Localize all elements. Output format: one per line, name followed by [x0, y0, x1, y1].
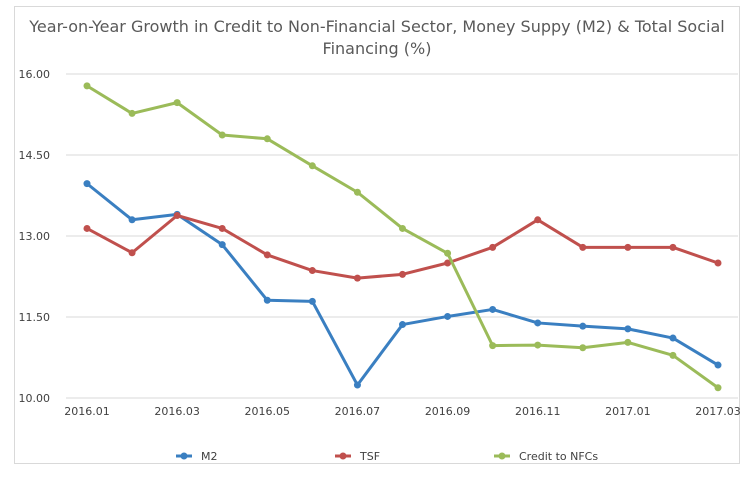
y-axis-ticks: 10.00 11.50 13.00 14.50 16.00: [19, 68, 51, 405]
data-point: [353, 274, 361, 282]
x-tick-label: 2016.01: [64, 405, 110, 418]
data-point: [669, 243, 677, 251]
legend-label: M2: [201, 450, 218, 463]
series-line: [86, 182, 719, 387]
chart-frame: [14, 6, 740, 464]
data-point: [128, 216, 136, 224]
legend-item: TSF: [335, 450, 380, 463]
series-line: [86, 84, 719, 389]
x-tick-label: 2017.03: [695, 405, 741, 418]
data-point: [714, 259, 722, 267]
data-point: [83, 180, 91, 188]
data-point: [128, 249, 136, 257]
y-tick-label: 16.00: [19, 68, 51, 81]
data-point: [308, 162, 316, 170]
data-point: [624, 325, 632, 333]
data-point: [218, 241, 226, 249]
data-point: [579, 344, 587, 352]
data-point: [489, 342, 497, 350]
data-point: [444, 249, 452, 257]
data-point: [579, 243, 587, 251]
chart-title: Year-on-Year Growth in Credit to Non-Fin…: [29, 17, 725, 58]
data-point: [173, 99, 181, 107]
data-point: [308, 297, 316, 305]
series-credit-to-nfcs: [83, 82, 722, 392]
data-point: [263, 296, 271, 304]
data-point: [489, 243, 497, 251]
data-point: [714, 361, 722, 369]
legend-label: TSF: [359, 450, 380, 463]
data-point: [399, 270, 406, 278]
y-tick-label: 14.50: [19, 149, 51, 162]
y-tick-label: 13.00: [19, 230, 51, 243]
x-axis-ticks: 2016.01 2016.03 2016.05 2016.07 2016.09 2016.…: [64, 405, 741, 418]
data-point: [83, 82, 91, 90]
data-point: [489, 305, 497, 313]
y-tick-label: 11.50: [19, 311, 51, 324]
data-point: [714, 384, 722, 392]
data-point: [308, 267, 316, 275]
legend-item: Credit to NFCs: [494, 450, 598, 463]
y-tick-label: 10.00: [19, 392, 51, 405]
series-tsf: [83, 211, 722, 282]
data-point: [399, 224, 406, 232]
data-point: [353, 188, 361, 196]
legend-label: Credit to NFCs: [519, 450, 598, 463]
gridlines: [66, 73, 738, 399]
data-point: [534, 216, 542, 224]
x-tick-label: 2016.07: [335, 405, 381, 418]
data-point: [353, 381, 361, 389]
data-point: [624, 243, 632, 251]
data-point: [399, 321, 406, 329]
data-point: [218, 131, 226, 139]
x-tick-label: 2016.11: [515, 405, 561, 418]
data-point: [128, 109, 136, 117]
x-tick-label: 2016.09: [425, 405, 471, 418]
x-tick-label: 2017.01: [605, 405, 651, 418]
legend-marker: [339, 452, 347, 460]
data-point: [444, 312, 452, 320]
data-point: [263, 251, 271, 259]
data-point: [669, 351, 677, 359]
legend-marker: [180, 452, 188, 460]
legend-item: M2: [176, 450, 218, 463]
data-point: [444, 259, 452, 267]
data-point: [173, 211, 181, 219]
x-tick-label: 2016.05: [245, 405, 291, 418]
series-line: [86, 213, 719, 280]
legend: M2 TSF Credit to NFCs: [176, 450, 598, 463]
legend-marker: [498, 452, 506, 460]
series-lines: [83, 82, 722, 392]
data-point: [669, 334, 677, 342]
data-point: [534, 341, 542, 349]
data-point: [83, 224, 91, 232]
x-tick-label: 2016.03: [154, 405, 200, 418]
data-point: [579, 322, 587, 330]
data-point: [624, 338, 632, 346]
data-point: [218, 224, 226, 232]
data-point: [263, 135, 271, 143]
data-point: [534, 319, 542, 327]
series-m2: [83, 180, 722, 389]
